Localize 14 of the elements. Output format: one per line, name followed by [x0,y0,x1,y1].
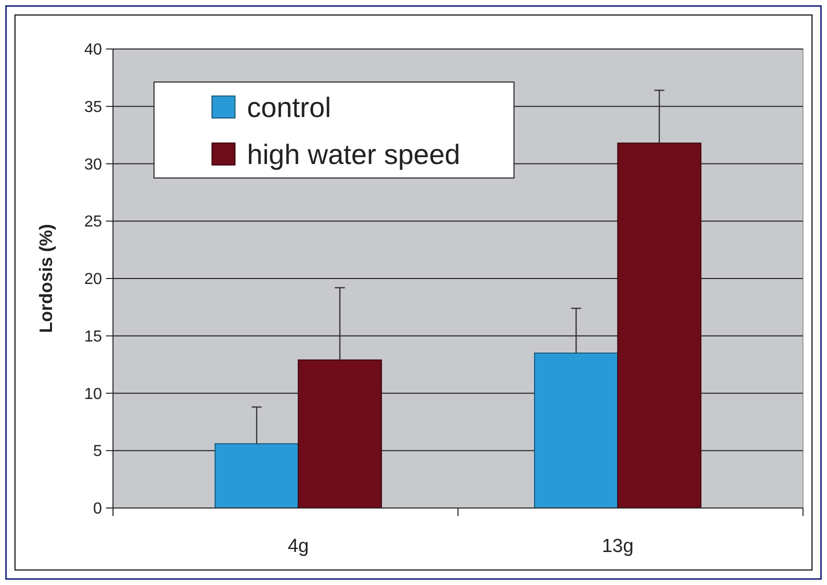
x-tick-label: 4g [288,536,309,557]
y-tick-label: 0 [93,500,102,518]
y-tick-label: 15 [84,328,102,346]
y-tick-label: 25 [84,214,102,231]
y-tick-label: 10 [84,386,102,403]
y-tick-label: 5 [93,443,102,460]
x-tick-label: 13g [602,536,634,557]
y-tick-label: 30 [84,156,102,174]
y-axis-title: Lordosis (%) [36,224,56,334]
y-tick-label: 35 [84,98,102,116]
y-tick-label: 20 [84,271,102,288]
y-tick-label: 40 [84,42,102,59]
legend-label: control [247,92,332,123]
legend-label: high water speed [247,138,460,170]
